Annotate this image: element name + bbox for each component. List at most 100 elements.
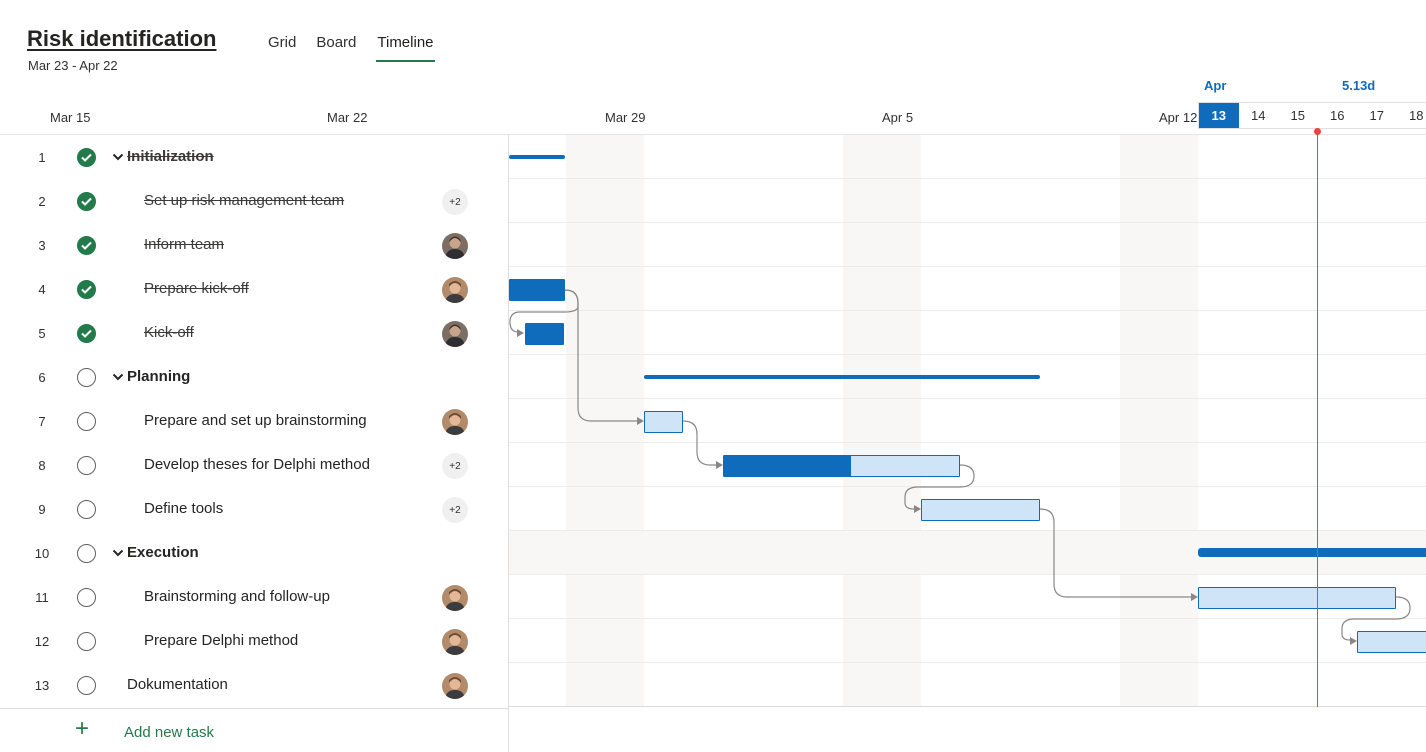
task-bar-prepare-brainstorming[interactable] [644, 411, 683, 433]
summary-bar-execution[interactable] [1198, 548, 1426, 557]
chevron-down-icon[interactable] [112, 548, 124, 558]
task-grid: 1 Initialization 2 Set up risk managemen… [0, 135, 509, 752]
task-row[interactable]: 12 Prepare Delphi method [0, 619, 508, 663]
task-row[interactable]: 7 Prepare and set up brainstorming [0, 399, 508, 443]
avatar[interactable] [442, 673, 468, 699]
incomplete-circle-icon[interactable] [77, 412, 96, 431]
task-name[interactable]: Brainstorming and follow-up [144, 588, 330, 605]
task-row[interactable]: 3 Inform team [0, 223, 508, 267]
date-label-apr12: Apr 12 [1159, 110, 1198, 125]
task-name[interactable]: Kick-off [144, 324, 194, 341]
date-label-mar22: Mar 22 [327, 110, 368, 125]
task-row[interactable]: 9 Define tools +2 [0, 487, 508, 531]
task-name[interactable]: Initialization [127, 148, 214, 165]
task-row[interactable]: 11 Brainstorming and follow-up [0, 575, 508, 619]
row-number: 5 [38, 326, 46, 341]
avatar[interactable] [442, 409, 468, 435]
task-name[interactable]: Prepare and set up brainstorming [144, 412, 367, 429]
day-cell-selected[interactable]: 13 [1199, 103, 1239, 128]
avatar[interactable] [442, 233, 468, 259]
row-number: 2 [38, 194, 46, 209]
row-divider [509, 618, 1426, 619]
assignee-count-badge[interactable]: +2 [442, 453, 468, 479]
plan-title[interactable]: Risk identification [27, 26, 217, 51]
incomplete-circle-icon[interactable] [77, 456, 96, 475]
completed-check-icon[interactable] [77, 192, 96, 211]
date-label-mar15: Mar 15 [50, 110, 91, 125]
month-label: Apr [1204, 78, 1227, 93]
completed-check-icon[interactable] [77, 324, 96, 343]
incomplete-circle-icon[interactable] [77, 632, 96, 651]
date-label-apr5: Apr 5 [882, 110, 914, 125]
incomplete-circle-icon[interactable] [77, 588, 96, 607]
row-number: 8 [38, 458, 46, 473]
add-new-task-row[interactable]: + Add new task [0, 708, 508, 752]
task-bar-prepare-kick-off[interactable] [509, 279, 565, 301]
task-bar-develop-theses[interactable] [723, 455, 960, 477]
task-row[interactable]: 4 Prepare kick-off [0, 267, 508, 311]
weekend-band [1120, 135, 1198, 707]
completed-check-icon[interactable] [77, 148, 96, 167]
task-name[interactable]: Define tools [144, 500, 224, 517]
weekend-band [566, 135, 644, 707]
row-divider [509, 222, 1426, 223]
task-row[interactable]: 5 Kick-off [0, 311, 508, 355]
task-bar-define-tools[interactable] [921, 499, 1040, 521]
day-strip: 13 14 15 16 17 18 [1198, 102, 1426, 129]
task-name[interactable]: Prepare kick-off [144, 280, 249, 297]
row-divider [509, 266, 1426, 267]
task-row[interactable]: 10 Execution [0, 531, 508, 575]
incomplete-circle-icon[interactable] [77, 368, 96, 387]
task-bar-kick-off[interactable] [525, 323, 564, 345]
avatar[interactable] [442, 277, 468, 303]
summary-bar-planning[interactable] [644, 375, 1040, 379]
add-new-task-label[interactable]: Add new task [124, 724, 215, 741]
day-cell[interactable]: 17 [1369, 108, 1384, 123]
task-name[interactable]: Set up risk management team [144, 192, 345, 209]
task-name[interactable]: Inform team [144, 236, 225, 253]
task-row[interactable]: 6 Planning [0, 355, 508, 399]
day-cell[interactable]: 18 [1409, 108, 1424, 123]
row-number: 1 [38, 150, 46, 165]
task-row[interactable]: 13 Dokumentation [0, 663, 508, 707]
weekend-band [843, 135, 921, 707]
assignee-count-badge[interactable]: +2 [442, 189, 468, 215]
row-divider [509, 398, 1426, 399]
tab-grid[interactable]: Grid [268, 34, 297, 51]
task-name[interactable]: Dokumentation [127, 676, 228, 693]
avatar[interactable] [442, 629, 468, 655]
day-cell[interactable]: 14 [1251, 108, 1266, 123]
summary-bar-initialization[interactable] [509, 155, 565, 159]
day-cell[interactable]: 15 [1290, 108, 1305, 123]
chevron-down-icon[interactable] [112, 152, 124, 162]
task-row[interactable]: 1 Initialization [0, 135, 508, 179]
today-line [1317, 131, 1318, 707]
chevron-down-icon[interactable] [112, 372, 124, 382]
row-number: 3 [38, 238, 46, 253]
timeline-bottom-line [509, 706, 1426, 707]
plus-icon[interactable]: + [75, 715, 90, 742]
task-bar-prepare-delphi[interactable] [1357, 631, 1426, 653]
date-label-mar29: Mar 29 [605, 110, 646, 125]
task-name[interactable]: Planning [127, 368, 191, 385]
assignee-count-badge[interactable]: +2 [442, 497, 468, 523]
task-bar-brainstorming-follow-up[interactable] [1198, 587, 1396, 609]
completed-check-icon[interactable] [77, 280, 96, 299]
tab-timeline[interactable]: Timeline [376, 32, 435, 62]
incomplete-circle-icon[interactable] [77, 544, 96, 563]
task-name[interactable]: Execution [127, 544, 199, 561]
task-row[interactable]: 2 Set up risk management team +2 [0, 179, 508, 223]
task-name[interactable]: Prepare Delphi method [144, 632, 299, 649]
avatar[interactable] [442, 585, 468, 611]
tab-board[interactable]: Board [316, 34, 357, 51]
completed-check-icon[interactable] [77, 236, 96, 255]
avatar[interactable] [442, 321, 468, 347]
row-divider [509, 486, 1426, 487]
task-row[interactable]: 8 Develop theses for Delphi method +2 [0, 443, 508, 487]
row-divider [509, 574, 1426, 575]
incomplete-circle-icon[interactable] [77, 676, 96, 695]
day-cell[interactable]: 16 [1330, 108, 1345, 123]
task-name[interactable]: Develop theses for Delphi method [144, 456, 370, 473]
row-divider [509, 178, 1426, 179]
incomplete-circle-icon[interactable] [77, 500, 96, 519]
